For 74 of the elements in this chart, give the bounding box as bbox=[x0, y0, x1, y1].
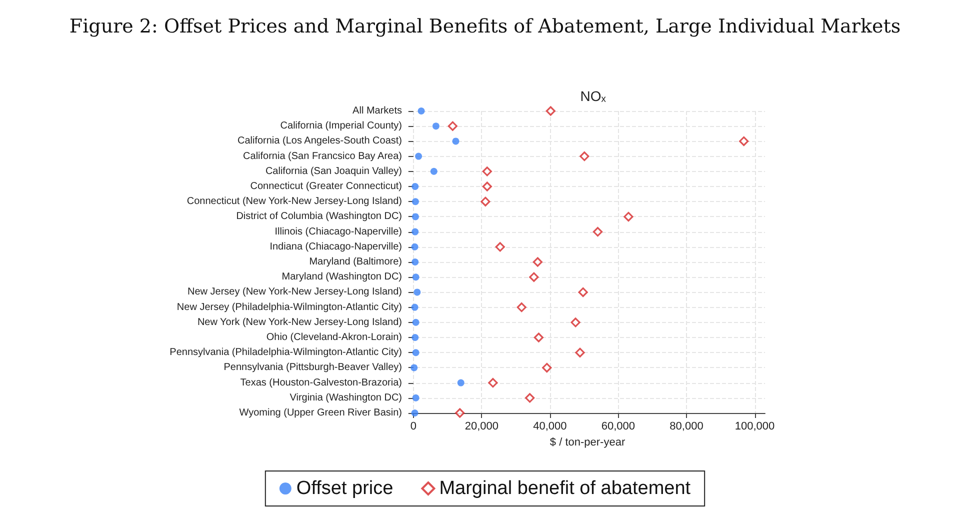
point bbox=[412, 258, 419, 266]
chart-subtitle: NOₓ bbox=[580, 88, 606, 104]
point bbox=[570, 318, 580, 328]
point bbox=[575, 348, 585, 358]
chart-title: Figure 2: Offset Prices and Marginal Benefits of Abatement, Large Individual Markets bbox=[69, 16, 901, 38]
point bbox=[410, 364, 418, 372]
point bbox=[411, 304, 418, 311]
y-tick-label: Connecticut (New York-New Jersey-Long Island) bbox=[186, 196, 402, 208]
y-tick-label: All Markets bbox=[352, 106, 402, 116]
point bbox=[592, 227, 603, 237]
point bbox=[739, 136, 749, 146]
point bbox=[412, 274, 420, 281]
point bbox=[546, 106, 556, 116]
x-tick-label: 60,000 bbox=[601, 420, 636, 432]
point bbox=[534, 332, 544, 342]
y-tick-label: Indiana (Chiacago-Naperville) bbox=[270, 241, 402, 252]
point bbox=[532, 257, 542, 267]
point bbox=[457, 379, 464, 386]
point bbox=[542, 362, 552, 372]
point bbox=[529, 272, 539, 282]
point bbox=[452, 138, 460, 145]
point bbox=[455, 408, 465, 418]
y-tick-label: Maryland (Washington DC) bbox=[282, 272, 402, 283]
point bbox=[624, 212, 634, 222]
point bbox=[432, 122, 440, 130]
point bbox=[412, 349, 420, 356]
y-tick-label: Wyoming (Upper Green River Basin) bbox=[239, 408, 402, 418]
point bbox=[448, 121, 458, 131]
point bbox=[415, 152, 422, 160]
point bbox=[412, 334, 419, 341]
x-tick-label: 20,000 bbox=[464, 420, 499, 432]
point bbox=[411, 410, 418, 416]
point bbox=[414, 288, 421, 296]
y-tick-label: Illinois (Chiacago-Naperville) bbox=[274, 226, 402, 238]
point bbox=[580, 152, 590, 162]
y-tick-label: Pennsylvania (Pittsburgh-Beaver Valley) bbox=[224, 362, 402, 374]
point bbox=[516, 302, 526, 312]
x-tick-label: 100,000 bbox=[734, 420, 775, 432]
y-tick-label: Connecticut (Greater Connecticut) bbox=[250, 181, 402, 192]
point bbox=[412, 228, 419, 236]
x-tick-label: 0 bbox=[410, 420, 416, 432]
y-tick-label: Texas (Houston-Galveston-Brazoria) bbox=[240, 377, 402, 388]
y-tick-label: California (San Francsico Bay Area) bbox=[243, 150, 402, 162]
legend-label: Marginal benefit of abatement bbox=[439, 478, 692, 499]
legend-label: Offset price bbox=[296, 478, 394, 499]
y-tick-label: New Jersey (New York-New Jersey-Long Island) bbox=[187, 286, 402, 298]
y-tick-label: Pennsylvania (Philadelphia-Wilmington-Atlantic City) bbox=[170, 347, 402, 358]
y-tick-label: New Jersey (Philadelphia-Wilmington-Atlantic City) bbox=[176, 302, 402, 313]
point bbox=[578, 287, 588, 297]
point bbox=[418, 108, 425, 114]
x-tick-label: 40,000 bbox=[533, 420, 567, 432]
y-tick-label: Maryland (Baltimore) bbox=[309, 256, 402, 268]
point bbox=[482, 182, 492, 192]
y-tick-label: California (Imperial County) bbox=[280, 120, 402, 132]
point bbox=[480, 196, 490, 206]
y-tick-label: Ohio (Cleveland-Akron-Lorain) bbox=[266, 332, 402, 343]
point bbox=[430, 168, 438, 175]
point bbox=[525, 393, 535, 403]
point bbox=[412, 183, 419, 190]
point bbox=[482, 166, 492, 176]
x-tick-label: 80,000 bbox=[670, 420, 704, 432]
y-tick-label: New York (New York-New Jersey-Long Island) bbox=[197, 316, 402, 328]
point bbox=[412, 394, 420, 402]
x-axis-title: $ / ton-per-year bbox=[550, 436, 626, 448]
point bbox=[411, 243, 418, 250]
point bbox=[488, 378, 498, 388]
y-tick-label: California (San Joaquin Valley) bbox=[265, 166, 402, 177]
y-tick-label: Virginia (Washington DC) bbox=[290, 392, 402, 404]
y-tick-label: California (Los Angeles-South Coast) bbox=[237, 136, 402, 147]
point bbox=[412, 198, 419, 206]
y-tick-label: District of Columbia (Washington DC) bbox=[236, 211, 402, 222]
point bbox=[412, 213, 419, 220]
point bbox=[495, 242, 505, 252]
point bbox=[412, 318, 420, 326]
